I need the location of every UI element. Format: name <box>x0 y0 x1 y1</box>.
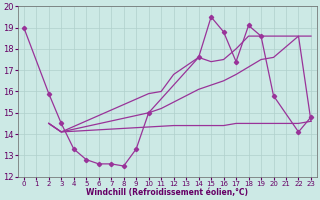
X-axis label: Windchill (Refroidissement éolien,°C): Windchill (Refroidissement éolien,°C) <box>86 188 248 197</box>
